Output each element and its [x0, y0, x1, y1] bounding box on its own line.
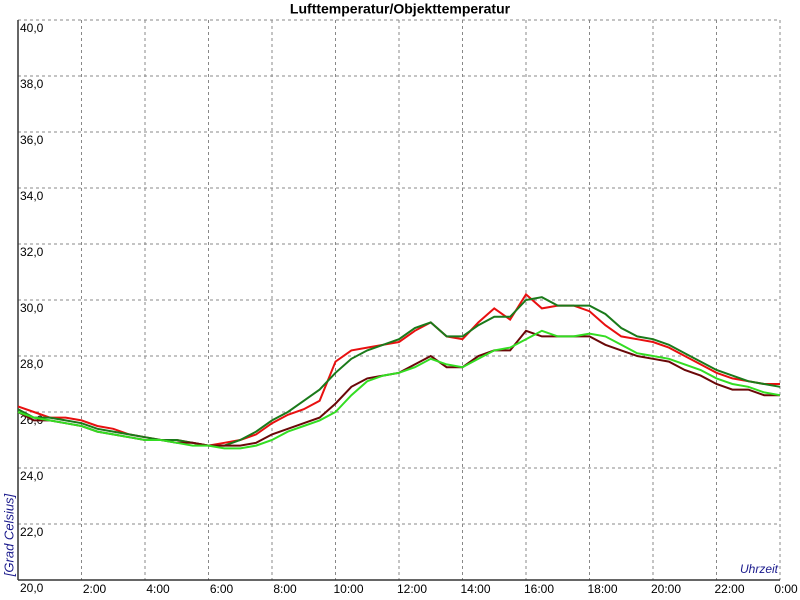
y-tick-label: 20,0: [20, 581, 44, 595]
x-tick-label: 10:00: [333, 582, 363, 596]
chart-title: Lufttemperatur/Objekttemperatur: [290, 1, 511, 17]
y-tick-label: 30,0: [20, 301, 44, 315]
y-tick-label: 28,0: [20, 357, 44, 371]
y-axis-label: [Grad Celsius]: [1, 493, 16, 577]
y-tick-label: 32,0: [20, 245, 44, 259]
x-tick-label: 14:00: [460, 582, 490, 596]
x-tick-label: 20:00: [651, 582, 681, 596]
y-tick-label: 22,0: [20, 525, 44, 539]
x-tick-label: 8:00: [273, 582, 297, 596]
y-tick-label: 34,0: [20, 189, 44, 203]
y-tick-label: 40,0: [20, 21, 44, 35]
x-tick-label: 6:00: [210, 582, 234, 596]
series-line: [17, 329, 781, 450]
y-tick-label: 36,0: [20, 133, 44, 147]
x-tick-label: 12:00: [397, 582, 427, 596]
x-tick-label: 22:00: [714, 582, 744, 596]
series-line: [17, 296, 781, 447]
x-tick-label: 2:00: [83, 582, 107, 596]
y-tick-label: 38,0: [20, 77, 44, 91]
x-axis-label: Uhrzeit: [740, 562, 779, 576]
y-tick-label: 24,0: [20, 469, 44, 483]
x-tick-label: 0:00: [774, 582, 798, 596]
x-tick-label: 18:00: [587, 582, 617, 596]
x-tick-label: 4:00: [146, 582, 170, 596]
x-tick-label: 16:00: [524, 582, 554, 596]
